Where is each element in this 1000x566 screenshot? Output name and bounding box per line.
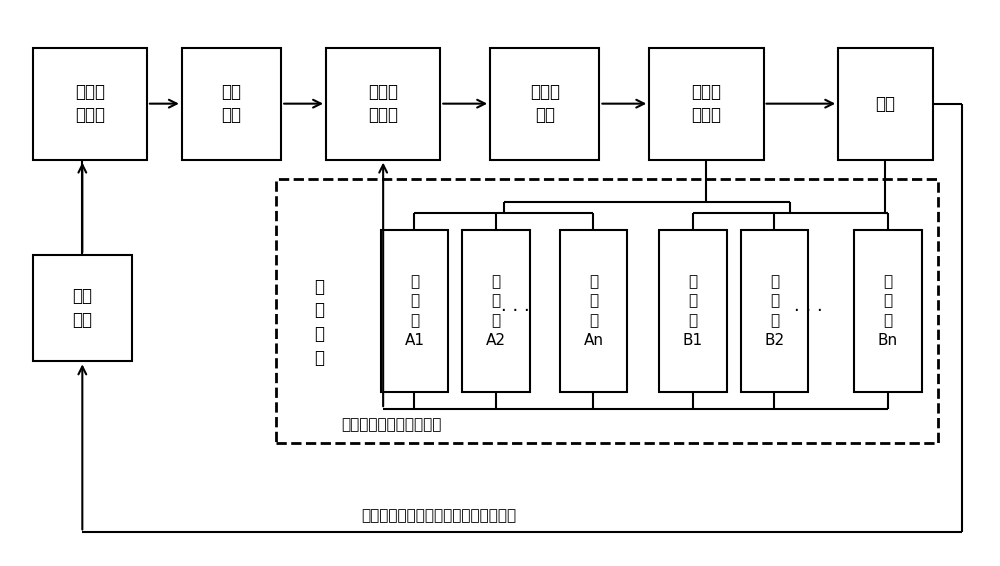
Bar (462, 230, 530, 392)
Bar (381, 230, 448, 392)
Bar (326, 48, 440, 160)
Bar (741, 230, 808, 392)
Bar (854, 230, 922, 392)
Text: 传
感
器
B1: 传 感 器 B1 (683, 274, 703, 348)
Text: 运动控
制卡: 运动控 制卡 (530, 83, 560, 125)
Bar (182, 48, 281, 160)
Bar (838, 48, 933, 160)
Bar (490, 48, 599, 160)
Text: · · ·: · · · (501, 302, 529, 320)
Text: 钻具: 钻具 (875, 95, 895, 113)
Bar (33, 255, 132, 362)
Text: 心轴加速度、转角、位移: 心轴加速度、转角、位移 (341, 417, 441, 432)
Text: 传
感
器
A1: 传 感 器 A1 (404, 274, 424, 348)
Text: 传
感
器
Bn: 传 感 器 Bn (878, 274, 898, 348)
Text: 通信
系统: 通信 系统 (72, 288, 92, 329)
Bar (33, 48, 147, 160)
Bar (276, 179, 938, 443)
Text: · · ·: · · · (794, 302, 823, 320)
Text: 传
感
器
An: 传 感 器 An (583, 274, 603, 348)
Text: 心轴偏
置装置: 心轴偏 置装置 (691, 83, 721, 125)
Bar (659, 230, 727, 392)
Text: 通信
系统: 通信 系统 (221, 83, 241, 125)
Bar (649, 48, 764, 160)
Text: 井下微
处理器: 井下微 处理器 (368, 83, 398, 125)
Text: 实钻点的坐标、井深、井斜角、方位角: 实钻点的坐标、井深、井斜角、方位角 (361, 508, 516, 523)
Text: 传
感
器
A2: 传 感 器 A2 (486, 274, 506, 348)
Text: 传
感
器
B2: 传 感 器 B2 (764, 274, 785, 348)
Text: 地面监
控系统: 地面监 控系统 (75, 83, 105, 125)
Bar (560, 230, 627, 392)
Text: 传
感
器
组: 传 感 器 组 (314, 278, 324, 367)
